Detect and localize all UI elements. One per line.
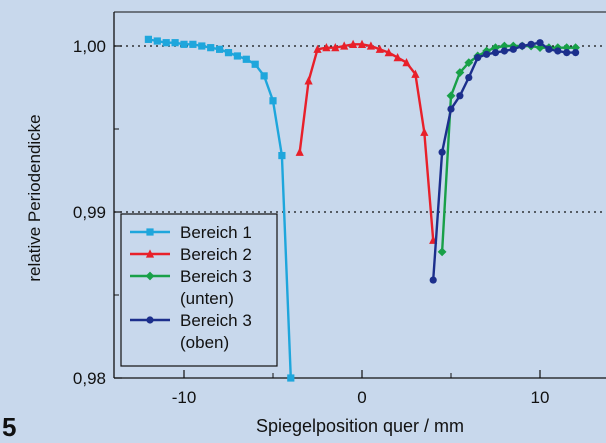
series-4	[429, 39, 580, 284]
y-tick-label: 1,00	[73, 37, 106, 56]
legend-label: Bereich 2	[180, 245, 252, 264]
series-line	[440, 44, 576, 252]
y-axis-label: relative Periodendicke	[25, 114, 44, 281]
series-3	[437, 41, 580, 257]
data-point-circle	[447, 105, 455, 113]
data-point-diamond	[145, 271, 155, 281]
legend-label: Bereich 3	[180, 311, 252, 330]
data-point-circle	[465, 73, 473, 82]
legend-label: (unten)	[180, 289, 234, 308]
data-point-square	[269, 97, 277, 105]
series-line	[298, 43, 435, 241]
data-point-triangle	[357, 39, 367, 48]
reference-lines	[114, 45, 606, 213]
legend-label: (oben)	[180, 333, 229, 352]
legend-box	[120, 213, 278, 367]
data-point-triangle	[331, 43, 340, 52]
data-point-circle	[438, 148, 446, 156]
data-point-square	[153, 37, 161, 45]
data-point-square	[233, 52, 241, 60]
data-point-circle	[563, 49, 571, 57]
data-point-circle	[491, 49, 500, 57]
data-point-square	[146, 228, 154, 236]
x-tick-label: 10	[531, 388, 550, 407]
data-point-triangle	[420, 127, 429, 136]
data-point-circle	[518, 42, 526, 50]
data-point-triangle	[322, 43, 331, 52]
data-point-circle	[554, 47, 562, 55]
data-point-square	[278, 151, 286, 160]
data-point-triangle	[313, 44, 322, 53]
data-point-circle	[536, 39, 544, 47]
data-point-diamond	[464, 58, 474, 67]
data-point-diamond	[455, 68, 465, 77]
series-2	[295, 39, 438, 244]
data-point-circle	[146, 316, 154, 324]
legend-label: Bereich 1	[180, 223, 252, 242]
series-line	[432, 41, 576, 281]
data-point-square	[207, 44, 215, 52]
legend-label: Bereich 3	[180, 267, 252, 286]
data-point-triangle	[340, 41, 349, 50]
y-tick-label: 0,99	[73, 203, 106, 222]
data-point-square	[242, 55, 250, 63]
data-point-square	[162, 39, 170, 47]
data-point-square	[260, 72, 268, 80]
data-point-triangle	[366, 41, 375, 50]
data-point-diamond	[491, 43, 500, 53]
data-point-triangle	[384, 48, 393, 57]
plot-area	[113, 11, 606, 379]
data-point-circle	[509, 45, 517, 53]
series-1	[144, 35, 295, 382]
data-point-triangle	[304, 76, 313, 85]
data-point-triangle	[402, 58, 411, 67]
data-point-circle	[500, 47, 508, 55]
x-axis-label: Spiegelposition quer / mm	[256, 416, 464, 436]
data-point-circle	[429, 276, 437, 284]
x-tick-label: -10	[172, 388, 197, 407]
data-point-triangle	[295, 147, 304, 156]
data-point-triangle	[393, 53, 402, 62]
data-point-square	[216, 45, 224, 53]
data-point-square	[189, 40, 197, 48]
x-tick-label: 0	[357, 388, 366, 407]
legend: Bereich 1 Bereich 2 Bereich 3 (unten) Bereic…	[120, 213, 278, 367]
data-point-triangle	[411, 69, 420, 78]
data-point-circle	[572, 49, 580, 57]
data-point-circle	[527, 40, 535, 48]
data-point-circle	[474, 54, 482, 62]
data-point-circle	[483, 50, 491, 58]
data-point-square	[171, 39, 179, 47]
data-point-square	[287, 374, 295, 382]
data-point-square	[180, 40, 188, 48]
data-point-square	[224, 49, 233, 57]
data-point-square	[251, 60, 259, 68]
y-tick-label: 0,98	[73, 369, 106, 388]
data-point-triangle	[145, 249, 155, 258]
data-point-triangle	[349, 39, 358, 48]
axis-ticks: 0,98 0,99 1,00 -10 0 10	[73, 37, 550, 407]
data-point-triangle	[375, 44, 384, 53]
series-layer	[144, 35, 580, 382]
data-point-circle	[456, 92, 464, 100]
figure-number: 5	[2, 412, 17, 442]
data-point-diamond	[446, 91, 456, 101]
data-point-square	[198, 42, 206, 50]
data-point-circle	[545, 45, 553, 53]
data-point-square	[144, 35, 152, 43]
data-point-diamond	[437, 247, 447, 257]
